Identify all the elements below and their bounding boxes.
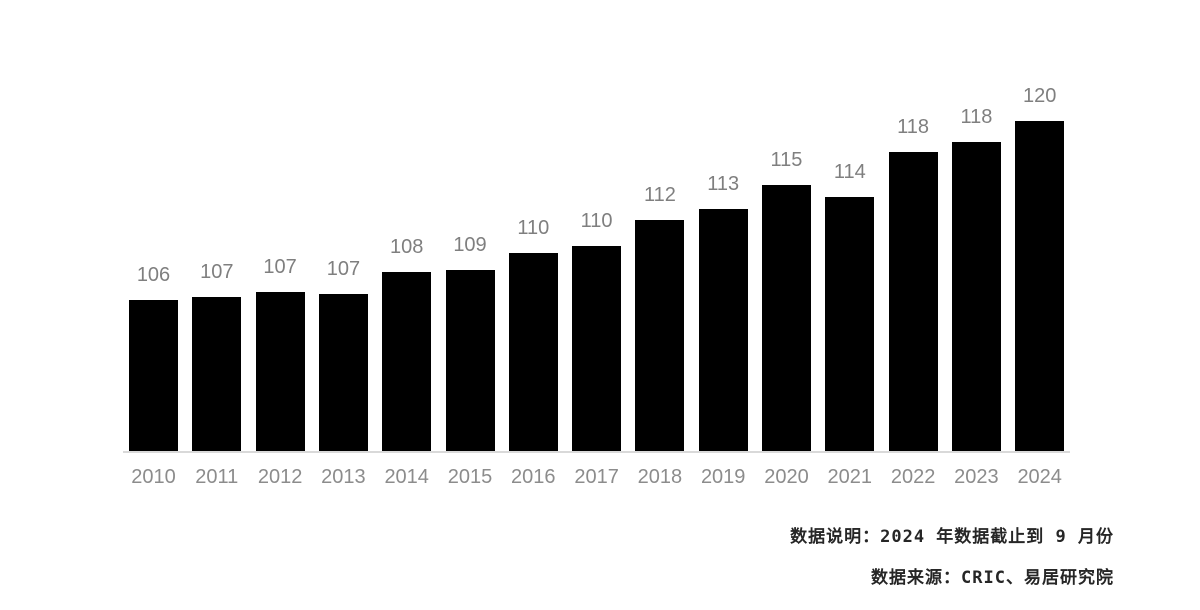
x-tick-2024: 2024 (1017, 466, 1062, 488)
value-label-2020: 115 (770, 149, 803, 171)
value-label-2024: 120 (1023, 85, 1057, 107)
value-label-2018: 112 (643, 184, 676, 206)
bar-2013 (318, 294, 368, 451)
x-tick-2021: 2021 (827, 466, 873, 488)
value-label-2015: 109 (453, 234, 487, 256)
x-tick-2011: 2011 (195, 466, 239, 488)
data-note: 数据说明：2024 年数据截止到 9 月份 (790, 527, 1114, 547)
value-label-2021: 114 (833, 161, 866, 183)
x-tick-2020: 2020 (764, 466, 809, 488)
bar-2010 (129, 300, 178, 451)
x-tick-2012: 2012 (257, 466, 303, 488)
value-label-2010: 106 (136, 264, 171, 286)
x-tick-2022: 2022 (890, 466, 936, 488)
bar-2016 (508, 253, 558, 451)
x-tick-2010: 2010 (131, 466, 176, 488)
value-label-2011: 107 (200, 261, 234, 283)
value-label-2013: 107 (326, 258, 361, 280)
bar-2022 (888, 152, 938, 451)
x-tick-2013: 2013 (321, 466, 366, 488)
bar-2020 (762, 185, 811, 451)
bar-2011 (192, 297, 242, 451)
bar-2018 (635, 220, 685, 451)
x-tick-2014: 2014 (384, 466, 429, 488)
value-label-2022: 118 (897, 116, 930, 138)
x-axis-line (123, 451, 1070, 453)
bar-2015 (445, 270, 495, 451)
bar-2021 (825, 197, 875, 451)
x-tick-2015: 2015 (447, 466, 493, 488)
bar-2012 (255, 292, 305, 451)
x-tick-2016: 2016 (511, 466, 556, 488)
value-label-2016: 110 (517, 217, 550, 239)
bar-2014 (382, 272, 432, 451)
x-tick-2017: 2017 (574, 466, 619, 488)
value-label-2014: 108 (390, 236, 424, 258)
value-label-2023: 118 (960, 106, 993, 128)
bar-2019 (698, 209, 748, 451)
value-label-2012: 107 (263, 256, 297, 278)
data-source: 数据来源：CRIC、易居研究院 (871, 568, 1114, 588)
bar-2023 (951, 142, 1001, 451)
x-tick-2018: 2018 (637, 466, 683, 488)
x-tick-2023: 2023 (954, 466, 999, 488)
bar-2024 (1015, 121, 1065, 451)
value-label-2019: 113 (707, 173, 740, 195)
value-label-2017: 110 (580, 210, 613, 232)
x-tick-2019: 2019 (700, 466, 746, 488)
bar-2017 (572, 246, 622, 451)
